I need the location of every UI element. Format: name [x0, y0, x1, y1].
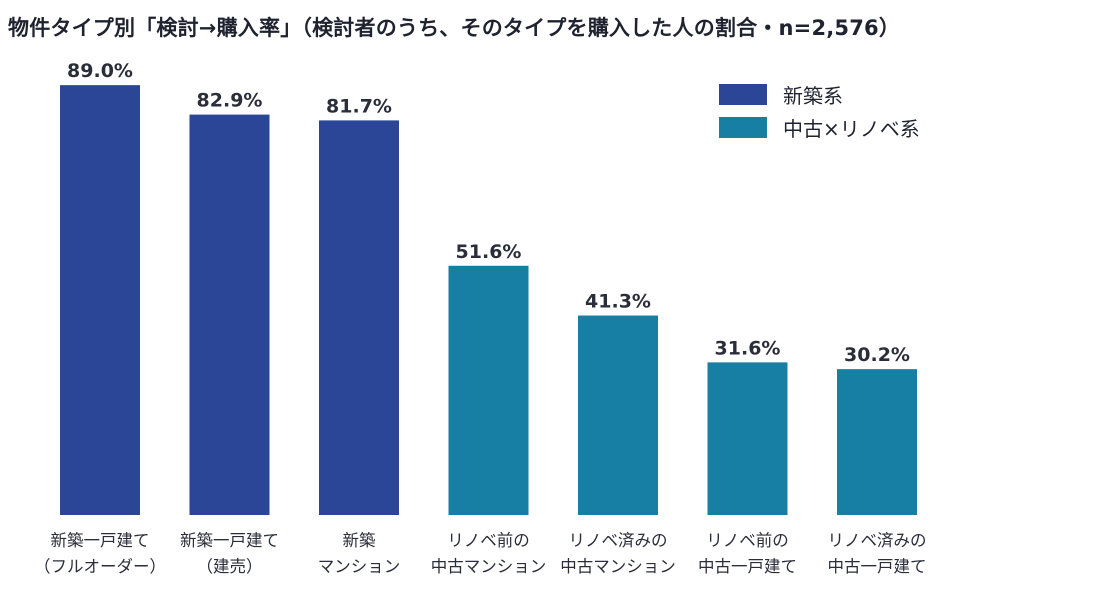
category-label-7-line-2: 中古一戸建て	[828, 557, 927, 576]
bar-7	[837, 369, 917, 515]
legend-swatch-new	[719, 84, 767, 105]
value-label-3: 81.7%	[326, 95, 392, 117]
legend-label-used-renovation: 中古×リノベ系	[783, 117, 920, 141]
category-label-2-line-2: （建売）	[197, 557, 263, 576]
category-label-4-line-2: 中古マンション	[431, 557, 547, 576]
category-label-3-line-2: マンション	[318, 557, 401, 576]
bar-3	[319, 120, 399, 515]
value-label-1: 89.0%	[67, 60, 133, 82]
bar-1	[60, 85, 140, 515]
category-label-7-line-1: リノベ済みの	[828, 531, 927, 550]
legend-swatch-used-renovation	[719, 117, 767, 138]
category-label-1-line-2: （フルオーダー）	[34, 557, 166, 576]
category-label-3-line-1: 新築	[343, 531, 376, 550]
category-label-1-line-1: 新築一戸建て	[51, 531, 150, 550]
category-label-6-line-2: 中古一戸建て	[698, 557, 797, 576]
category-label-6-line-1: リノベ前の	[706, 531, 789, 550]
value-label-6: 31.6%	[715, 337, 781, 359]
bar-2	[189, 114, 270, 515]
category-label-5-line-1: リノベ済みの	[569, 531, 668, 550]
legend-item-used-renovation: 中古×リノベ系	[719, 111, 920, 144]
value-label-2: 82.9%	[197, 90, 263, 112]
bar-5	[578, 315, 658, 515]
category-label-2-line-1: 新築一戸建て	[180, 531, 279, 550]
value-label-5: 41.3%	[585, 291, 651, 313]
value-label-4: 51.6%	[456, 241, 522, 263]
value-label-7: 30.2%	[844, 344, 910, 366]
category-label-5-line-2: 中古マンション	[560, 557, 676, 576]
legend: 新築系 中古×リノベ系	[719, 78, 920, 144]
legend-label-new: 新築系	[783, 84, 843, 108]
bar-4	[448, 265, 529, 515]
category-label-4-line-1: リノベ前の	[447, 531, 530, 550]
chart-title: 物件タイプ別「検討→購入率」（検討者のうち、そのタイプを購入した人の割合・n=2…	[8, 16, 901, 40]
legend-item-new: 新築系	[719, 78, 920, 111]
bar-6	[707, 362, 788, 515]
